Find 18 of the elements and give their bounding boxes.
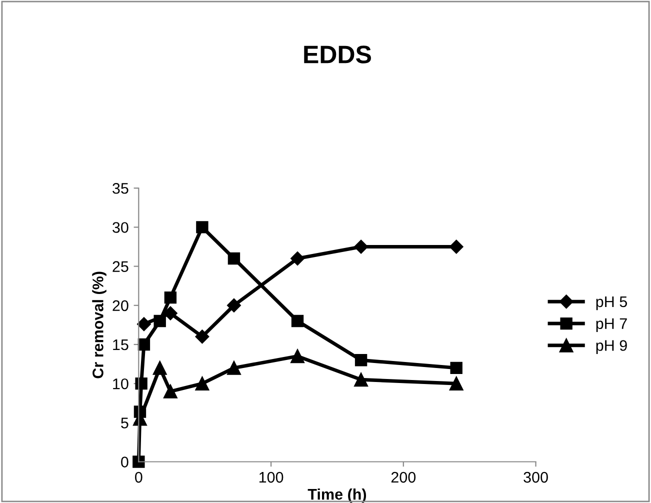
x-tick-label: 0	[135, 472, 142, 483]
y-tick-label: 30	[112, 222, 128, 233]
legend-label: pH 5	[596, 296, 627, 310]
y-tick-label: 35	[112, 182, 128, 194]
y-tick-label: 0	[121, 456, 128, 468]
x-tick-label: 100	[259, 472, 284, 483]
x-tick-label: 200	[391, 472, 416, 483]
x-tick-label: 300	[524, 472, 548, 483]
x-axis-title: Time (h)	[308, 488, 366, 503]
y-tick-label: 15	[113, 340, 128, 350]
legend-label: pH 9	[596, 340, 627, 354]
y-tick-label: 5	[121, 418, 128, 428]
y-tick-label: 25	[112, 261, 128, 272]
y-tick-label: 20	[112, 300, 128, 312]
y-axis-title: Cr removal (%)	[92, 272, 106, 378]
chart-title: EDDS	[304, 46, 371, 64]
legend-label: pH 7	[596, 318, 627, 332]
y-tick-label: 10	[113, 378, 128, 390]
